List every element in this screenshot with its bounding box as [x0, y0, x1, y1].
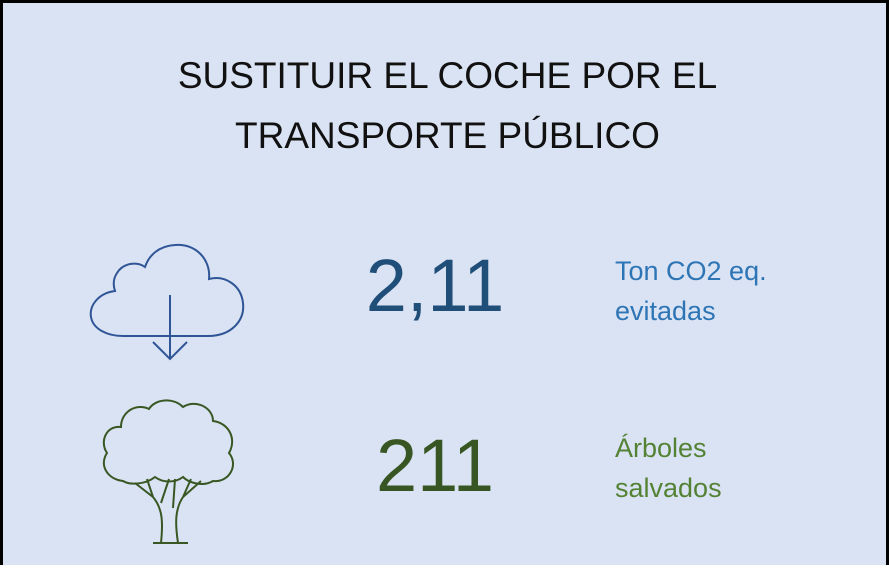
metric-label: evitadas — [615, 296, 716, 326]
metric-value: 2,11 — [365, 244, 505, 327]
tree-icon — [102, 399, 234, 544]
cloud-icon — [89, 243, 245, 361]
metric-label: salvados — [615, 473, 722, 503]
icons — [89, 243, 245, 544]
metric-label: Ton CO2 eq. — [615, 256, 767, 286]
metric-label: Árboles — [615, 433, 707, 463]
metric-value: 211 — [376, 424, 494, 507]
title-line: SUSTITUIR EL COCHE POR EL — [177, 55, 718, 96]
title-line: TRANSPORTE PÚBLICO — [235, 115, 660, 156]
